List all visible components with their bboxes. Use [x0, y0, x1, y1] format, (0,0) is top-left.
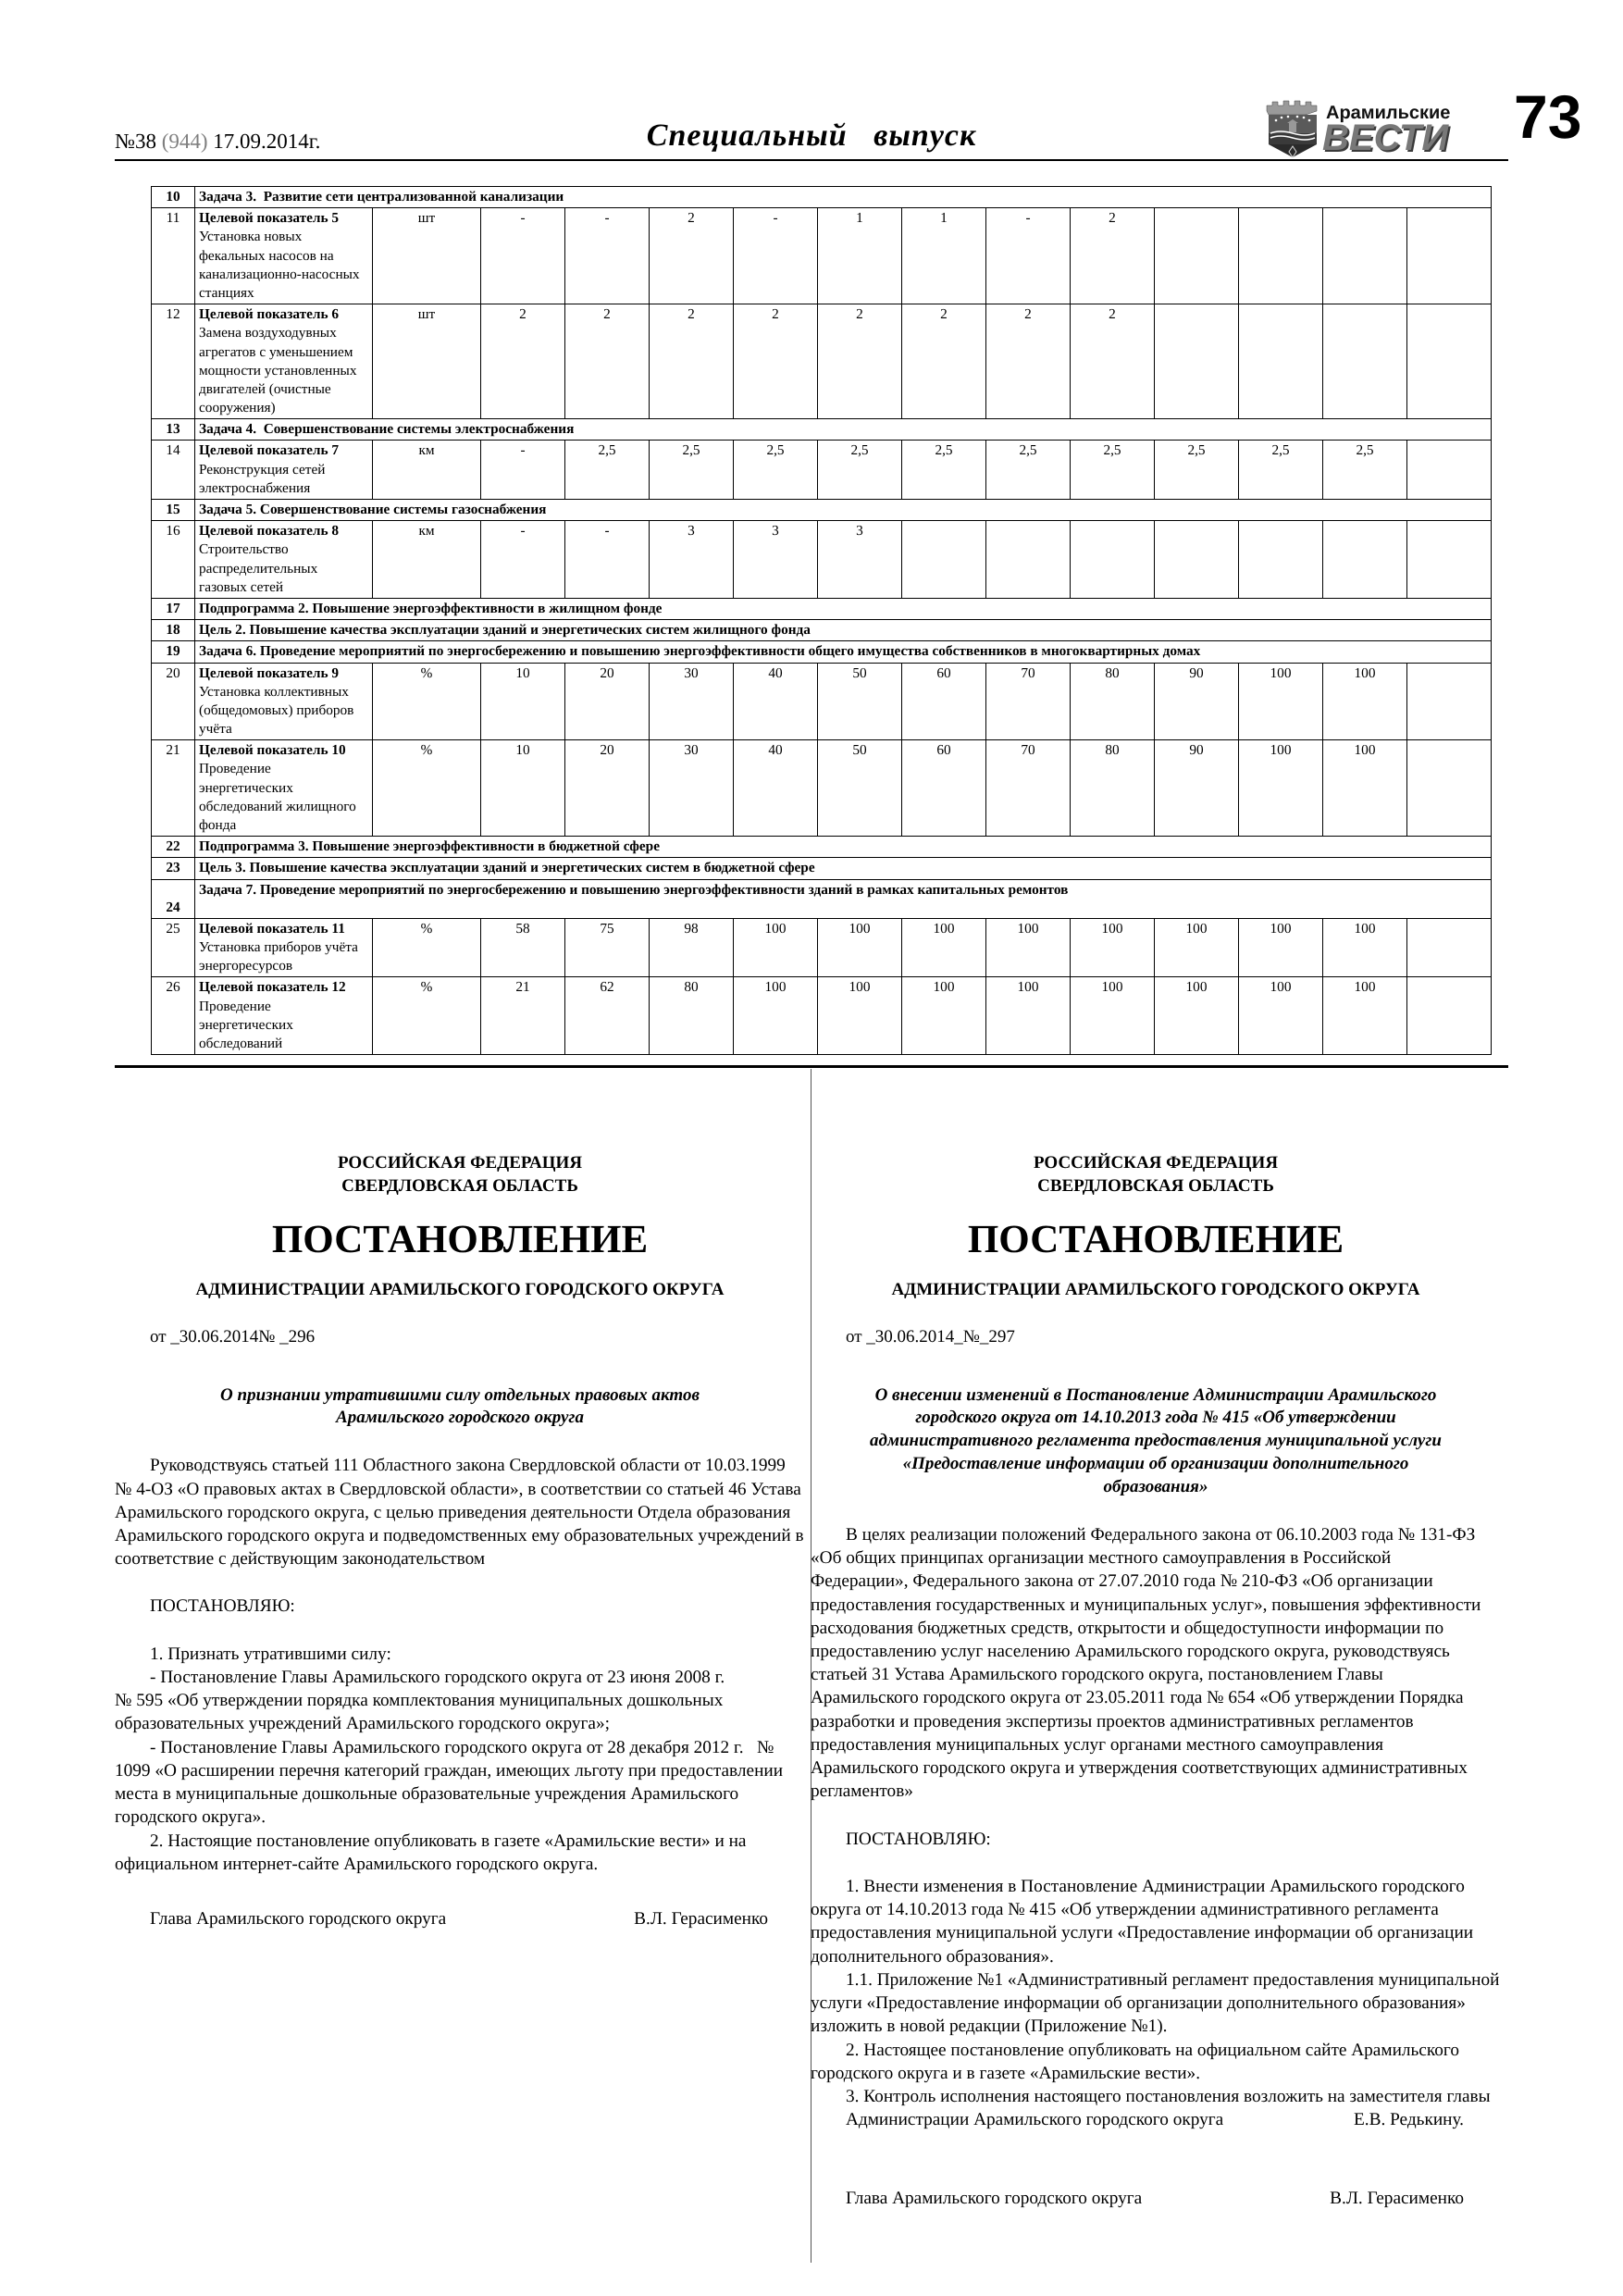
- svg-text:ВЕСТИ: ВЕСТИ: [1322, 118, 1449, 158]
